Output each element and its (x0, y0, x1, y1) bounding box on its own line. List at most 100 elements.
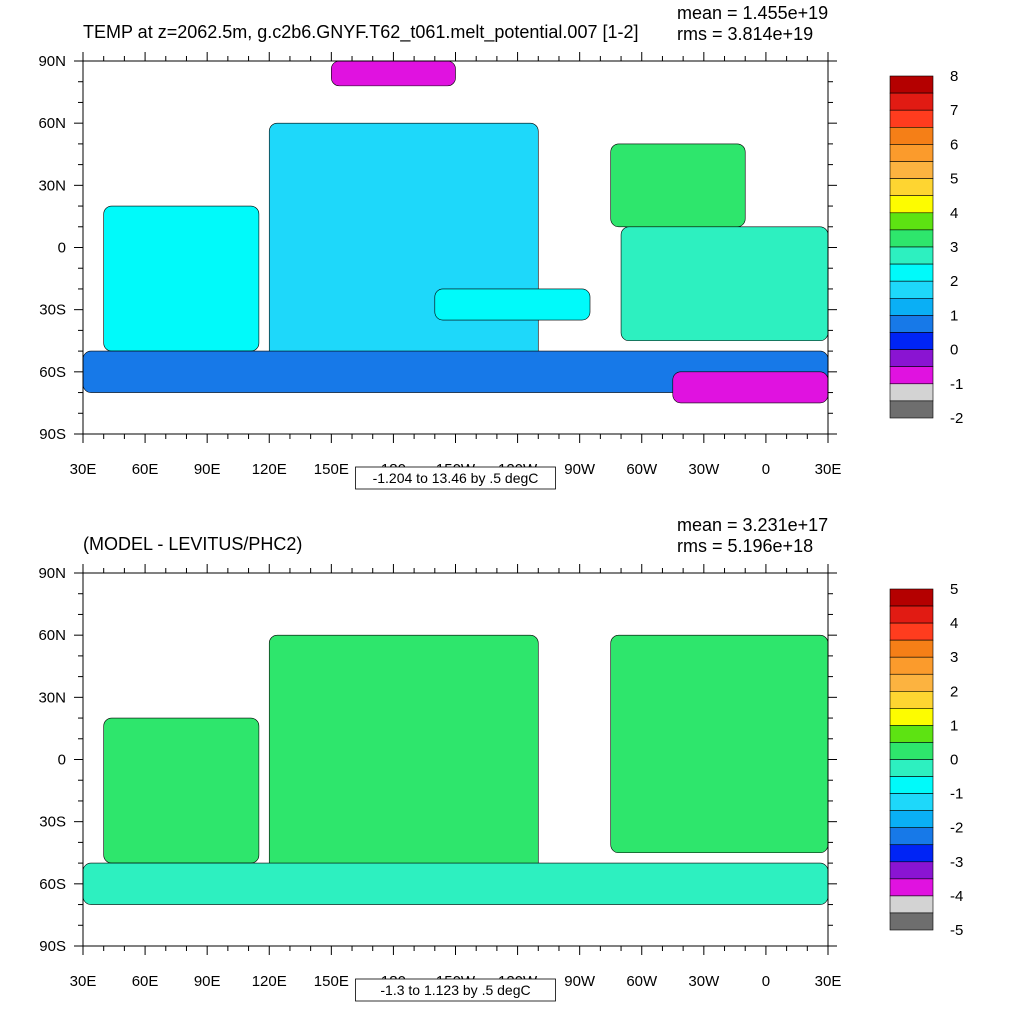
colorbar-swatch (889, 708, 934, 726)
y-tick-label: 60N (38, 115, 66, 132)
y-tick-label: 90N (38, 53, 66, 70)
colorbar-swatch (889, 109, 934, 128)
contour-info-label: -1.204 to 13.46 by .5 degC (373, 470, 539, 486)
x-tick-label: 150E (314, 461, 349, 478)
mean-stat: mean = 3.231e+17 (677, 515, 828, 535)
colorbar-label: -4 (950, 888, 963, 905)
colorbar-label: -2 (950, 410, 963, 427)
colorbar-label: 5 (950, 171, 958, 188)
region-arctic (331, 60, 456, 87)
y-tick-label: 60N (38, 627, 66, 644)
colorbar-swatch (889, 588, 934, 607)
colorbar-label: 1 (950, 307, 958, 324)
colorbar-swatch (889, 263, 934, 282)
colorbar-swatch (889, 639, 934, 658)
colorbar-swatch (889, 246, 934, 265)
region-north-atlantic (610, 143, 746, 228)
contour-info-box (355, 466, 556, 490)
panel-1: 30E60E90E120E150E180150W120W90W60W30W030… (38, 3, 963, 490)
x-tick-label: 60E (132, 461, 159, 478)
colorbar-label: 4 (950, 615, 958, 632)
colorbar-swatch (889, 195, 934, 214)
region-southern-ocean (82, 862, 829, 905)
colorbar-swatch (889, 366, 934, 385)
colorbar-swatch (889, 912, 934, 931)
x-tick-label: 30E (70, 973, 97, 990)
y-tick-label: 30S (39, 302, 66, 319)
colorbar-swatch (889, 861, 934, 880)
rms-stat: rms = 3.814e+19 (677, 24, 813, 44)
x-tick-label: 30E (815, 461, 842, 478)
panel-2: 30E60E90E120E150E180150W120W90W60W30W030… (38, 515, 963, 1002)
region-south-atlantic (620, 226, 829, 342)
x-tick-label: 120E (252, 973, 287, 990)
colorbar-label: 0 (950, 342, 958, 359)
colorbar-label: 8 (950, 68, 958, 85)
region-pacific (268, 634, 539, 874)
colorbar-swatch (889, 161, 934, 179)
colorbar-swatch (889, 144, 934, 162)
y-tick-label: 90S (39, 938, 66, 955)
x-tick-label: 150E (314, 973, 349, 990)
colorbar-swatch (889, 810, 934, 829)
colorbar-swatch (889, 827, 934, 846)
contour-info-label: -1.3 to 1.123 by .5 degC (380, 982, 530, 998)
y-tick-label: 30S (39, 814, 66, 831)
x-tick-label: 90E (194, 461, 221, 478)
colorbar-swatch (889, 622, 934, 641)
colorbar-swatch (889, 400, 934, 419)
region-pacific (268, 122, 539, 362)
colorbar-label: 2 (950, 683, 958, 700)
colorbar-swatch (889, 297, 934, 316)
colorbar-label: -2 (950, 820, 963, 837)
colorbar-label: 5 (950, 581, 958, 598)
x-tick-label: 60E (132, 973, 159, 990)
mean-stat: mean = 1.455e+19 (677, 3, 828, 23)
colorbar-label: 4 (950, 205, 958, 222)
colorbar-swatch (889, 212, 934, 231)
x-tick-label: 30W (688, 461, 720, 478)
y-tick-label: 30N (38, 689, 66, 706)
colorbar-swatch (889, 725, 934, 743)
region-indian (103, 205, 260, 352)
region-weddell (672, 371, 829, 404)
colorbar-swatch (889, 878, 934, 897)
region-atlantic (610, 634, 829, 854)
colorbar-swatch (889, 742, 934, 760)
colorbar-label: 1 (950, 717, 958, 734)
colorbar-label: 3 (950, 239, 958, 256)
colorbar-label: -3 (950, 854, 963, 871)
y-tick-label: 30N (38, 177, 66, 194)
x-tick-label: 90E (194, 973, 221, 990)
y-tick-label: 0 (58, 240, 66, 257)
x-tick-label: 120E (252, 461, 287, 478)
colorbar-swatch (889, 776, 934, 794)
x-tick-label: 90W (564, 973, 596, 990)
colorbar-swatch (889, 75, 934, 94)
colorbar-label: 0 (950, 752, 958, 769)
y-tick-label: 90S (39, 426, 66, 443)
y-tick-label: 90N (38, 565, 66, 582)
colorbar-label: -1 (950, 786, 963, 803)
colorbar-swatch (889, 656, 934, 675)
colorbar-swatch (889, 605, 934, 624)
colorbar-label: -5 (950, 922, 963, 939)
x-tick-label: 60W (626, 461, 658, 478)
colorbar-label: 2 (950, 273, 958, 290)
colorbar-swatch (889, 673, 934, 692)
x-tick-label: 60W (626, 973, 658, 990)
colorbar-label: 6 (950, 136, 958, 153)
colorbar-label: 7 (950, 102, 958, 119)
colorbar-swatch (889, 895, 934, 914)
colorbar-swatch (889, 92, 934, 111)
region-indian (103, 717, 260, 864)
x-tick-label: 30E (70, 461, 97, 478)
x-tick-label: 30E (815, 973, 842, 990)
x-tick-label: 0 (762, 461, 770, 478)
colorbar-swatch (889, 759, 934, 777)
y-tick-label: 60S (39, 364, 66, 381)
colorbar-swatch (889, 229, 934, 248)
x-tick-label: 30W (688, 973, 720, 990)
x-tick-label: 90W (564, 461, 596, 478)
colorbar-swatch (889, 844, 934, 863)
